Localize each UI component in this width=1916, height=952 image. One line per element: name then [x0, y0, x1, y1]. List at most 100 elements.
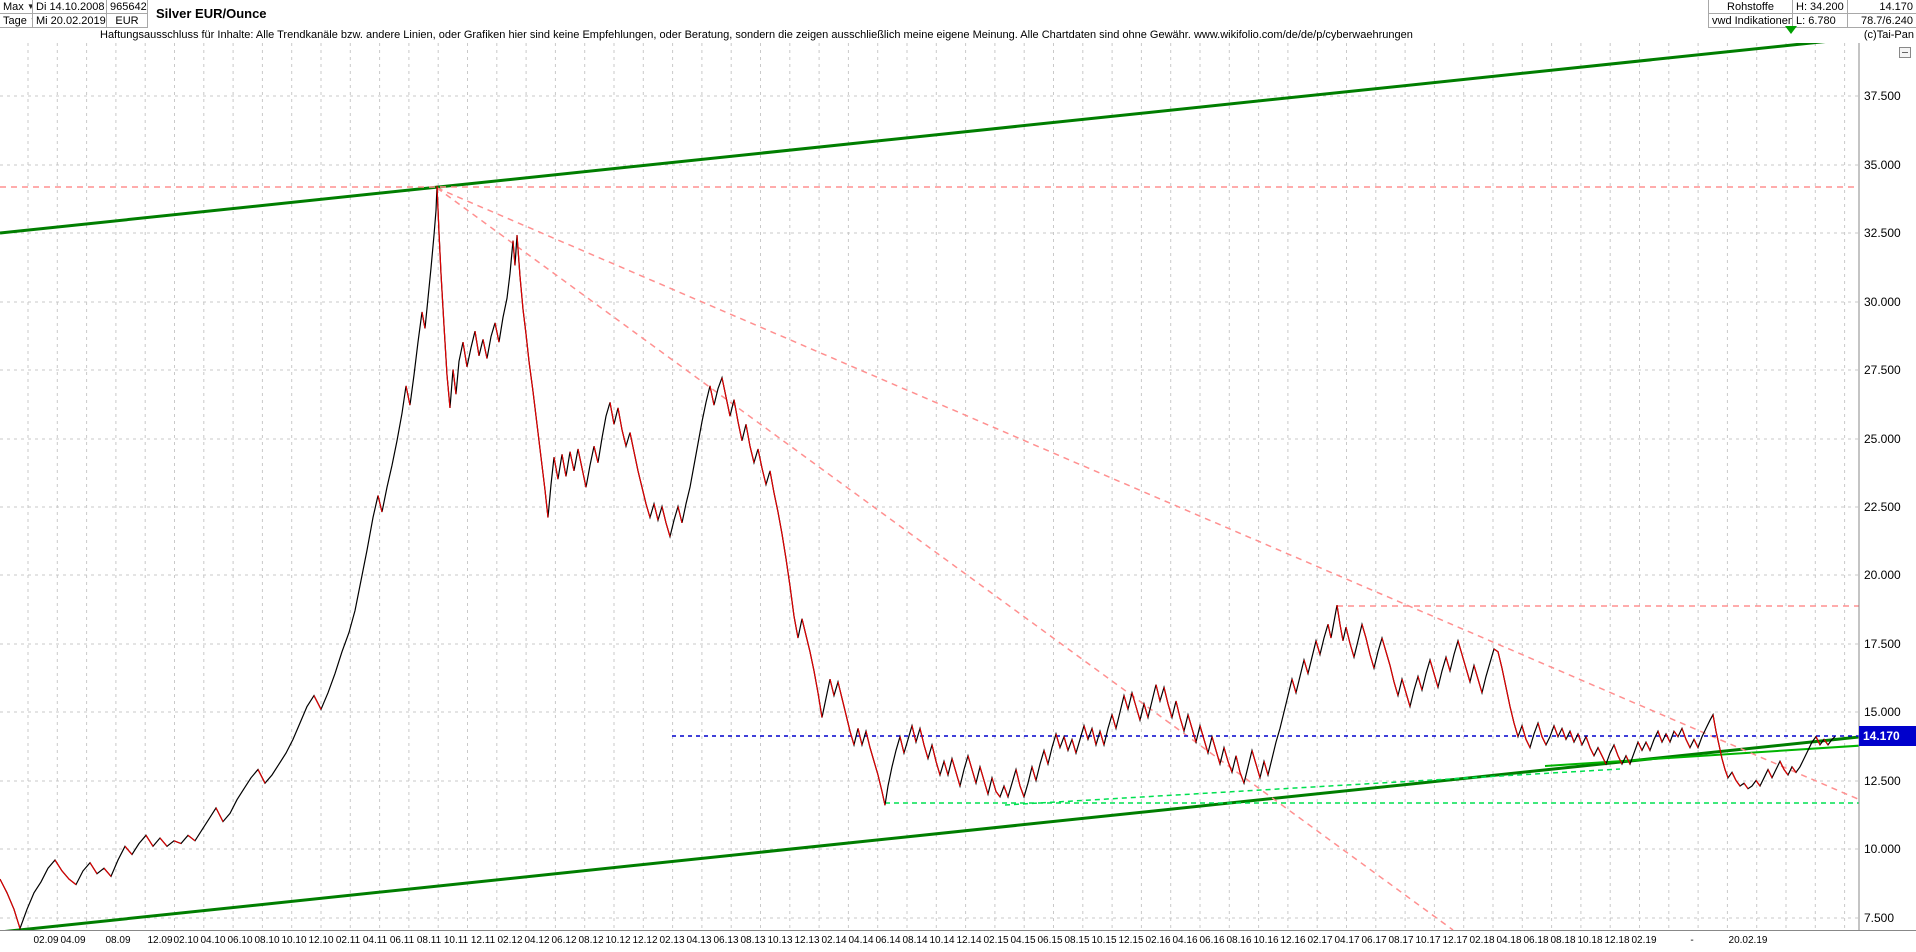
x-axis-tick-label: 02.12 — [497, 935, 523, 946]
extra-value-cell: 78.7/6.240 — [1848, 14, 1916, 28]
x-axis-tick-label: 20.02.19 — [1728, 935, 1768, 946]
x-axis-tick-label: 06.12 — [551, 935, 577, 946]
x-axis-tick-label: 04.16 — [1172, 935, 1198, 946]
price-line-down-segments — [0, 185, 1829, 929]
x-axis-tick-label: 08.11 — [416, 935, 442, 946]
x-axis-tick-label: 04.17 — [1334, 935, 1360, 946]
x-axis-tick-label: 08.16 — [1226, 935, 1252, 946]
x-axis-tick-label: 04.11 — [362, 935, 388, 946]
info-bar: Max ▼ Tage ▼ Di 14.10.2008 Mi 20.02.2019… — [0, 0, 1916, 28]
x-axis-tick-label: 06.11 — [389, 935, 415, 946]
x-axis-tick-label: 02.15 — [983, 935, 1009, 946]
low-value-cell: L: 6.780 — [1793, 14, 1848, 28]
x-axis-tick-label: 04.18 — [1496, 935, 1522, 946]
source-cell: vwd Indikationen — [1708, 14, 1793, 28]
x-axis-tick-label: 02.16 — [1145, 935, 1171, 946]
x-axis-tick-label: 10.13 — [767, 935, 793, 946]
upper-channel-line — [0, 43, 1826, 235]
x-axis-tick-label: 08.15 — [1064, 935, 1090, 946]
x-axis-tick-label: 02.19 — [1631, 935, 1657, 946]
disclaimer-row: Haftungsausschluss für Inhalte: Alle Tre… — [0, 28, 1916, 43]
x-axis-tick-label: 06.16 — [1199, 935, 1225, 946]
x-axis-tick-label: 06.15 — [1037, 935, 1063, 946]
x-axis-tick-label: 08.10 — [254, 935, 280, 946]
x-axis-tick-label: 10.12 — [605, 935, 631, 946]
x-axis-tick-label: 12.14 — [956, 935, 982, 946]
y-axis-tick-label: 15.000 — [1864, 705, 1901, 719]
x-axis-tick-label: 06.18 — [1523, 935, 1549, 946]
x-axis-tick-label: 04.14 — [848, 935, 874, 946]
y-axis-tick-label: 25.000 — [1864, 432, 1901, 446]
y-axis-tick-label: 20.000 — [1864, 568, 1901, 582]
chevron-down-icon: ▼ — [30, 16, 32, 25]
period-dropdown[interactable]: Tage ▼ — [0, 14, 33, 28]
x-axis-tick-label: 12.18 — [1604, 935, 1630, 946]
x-axis-tick-label: 10.16 — [1253, 935, 1279, 946]
x-axis-tick-label: 04.13 — [686, 935, 712, 946]
y-axis-tick-label: 10.000 — [1864, 842, 1901, 856]
x-axis-tick-label: 02.14 — [821, 935, 847, 946]
gridlines — [0, 43, 1859, 930]
fan-line-shallow — [436, 187, 1859, 801]
date-from-cell: Di 14.10.2008 — [33, 0, 107, 14]
x-axis-tick-label: 12.15 — [1118, 935, 1144, 946]
support-dash-rising — [1004, 768, 1621, 806]
price-line — [0, 185, 1836, 930]
x-axis-tick-label: 02.17 — [1307, 935, 1333, 946]
currency-cell: EUR — [107, 14, 148, 28]
x-axis-tick-label: 12.16 — [1280, 935, 1306, 946]
y-axis-tick-label: 30.000 — [1864, 295, 1901, 309]
x-axis-tick-label: 04.10 — [200, 935, 226, 946]
x-axis-tick-label: 02.09 — [33, 935, 59, 946]
x-axis-tick-label: 12.12 — [632, 935, 658, 946]
page-title: Silver EUR/Ounce — [156, 6, 267, 21]
y-axis-tick-label: 27.500 — [1864, 363, 1901, 377]
x-axis-tick-label: 12.11 — [470, 935, 496, 946]
x-axis-tick-label: 10.17 — [1415, 935, 1441, 946]
last-price-tag: 14.170 — [1859, 726, 1916, 746]
x-axis-tick-label: 12.10 — [308, 935, 334, 946]
plot-region — [0, 43, 1859, 930]
disclaimer-text: Haftungsausschluss für Inhalte: Alle Tre… — [100, 29, 1413, 41]
y-axis-tick-label: 12.500 — [1864, 774, 1901, 788]
lower-channel-line — [4, 735, 1859, 930]
y-axis-tick-label: 35.000 — [1864, 158, 1901, 172]
x-axis-tick-label: 02.13 — [659, 935, 685, 946]
y-axis-tick-label: 7.500 — [1864, 911, 1895, 925]
y-axis-tick-label: 32.500 — [1864, 226, 1901, 240]
x-axis-tick-label: 04.15 — [1010, 935, 1036, 946]
x-axis-tick-label: 08.17 — [1388, 935, 1414, 946]
x-axis-tick-label: 02.10 — [173, 935, 199, 946]
x-axis-tick-label: - — [1690, 935, 1694, 946]
x-axis-tick-label: 02.11 — [335, 935, 361, 946]
period-dropdown-label: Tage — [3, 15, 27, 27]
x-axis-tick-label: 10.18 — [1577, 935, 1603, 946]
x-axis-tick-label: 04.09 — [60, 935, 86, 946]
collapse-panel-icon[interactable] — [1899, 47, 1911, 58]
x-axis-tick-label: 06.10 — [227, 935, 253, 946]
x-axis-tick-label: 12.09 — [147, 935, 173, 946]
copyright-label: (c)Tai-Pan — [1863, 29, 1914, 41]
x-axis-tick-label: 08.09 — [105, 935, 131, 946]
high-value-cell: H: 34.200 — [1793, 0, 1848, 14]
y-axis-tick-label: 22.500 — [1864, 500, 1901, 514]
date-to-cell: Mi 20.02.2019 — [33, 14, 107, 28]
instrument-id-cell: 965642 — [107, 0, 148, 14]
x-axis-tick-label: 04.12 — [524, 935, 550, 946]
x-axis-tick-label: 08.18 — [1550, 935, 1576, 946]
x-axis-tick-label: 06.13 — [713, 935, 739, 946]
last-value-cell: 14.170 — [1848, 0, 1916, 14]
x-axis-tick-label: 06.17 — [1361, 935, 1387, 946]
x-axis: 02.09 04.09 08.09 12.09 02.10 04.10 06.10 08.10… — [0, 930, 1916, 952]
chevron-down-icon: ▼ — [27, 2, 32, 11]
x-axis-tick-label: 08.13 — [740, 935, 766, 946]
x-axis-tick-label: 08.12 — [578, 935, 604, 946]
x-axis-tick-label: 10.10 — [281, 935, 307, 946]
x-axis-tick-label: 12.17 — [1442, 935, 1468, 946]
x-axis-tick-label: 10.14 — [929, 935, 955, 946]
fan-line-steep — [436, 187, 1454, 930]
range-dropdown[interactable]: Max ▼ — [0, 0, 33, 14]
